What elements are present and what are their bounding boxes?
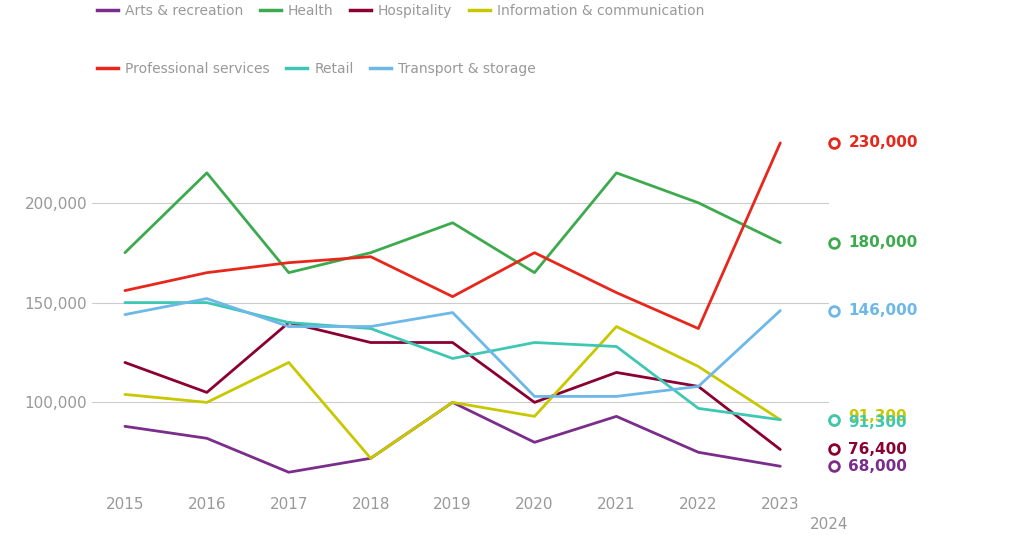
Legend: Professional services, Retail, Transport & storage: Professional services, Retail, Transport… — [92, 56, 542, 81]
Text: 91,300: 91,300 — [848, 409, 907, 424]
Text: 68,000: 68,000 — [848, 458, 907, 474]
Text: 2024: 2024 — [810, 517, 849, 532]
Text: 76,400: 76,400 — [848, 442, 907, 457]
Text: 91,300: 91,300 — [848, 415, 907, 430]
Text: 146,000: 146,000 — [848, 303, 918, 318]
Text: 180,000: 180,000 — [848, 235, 918, 250]
Text: 230,000: 230,000 — [848, 135, 918, 150]
